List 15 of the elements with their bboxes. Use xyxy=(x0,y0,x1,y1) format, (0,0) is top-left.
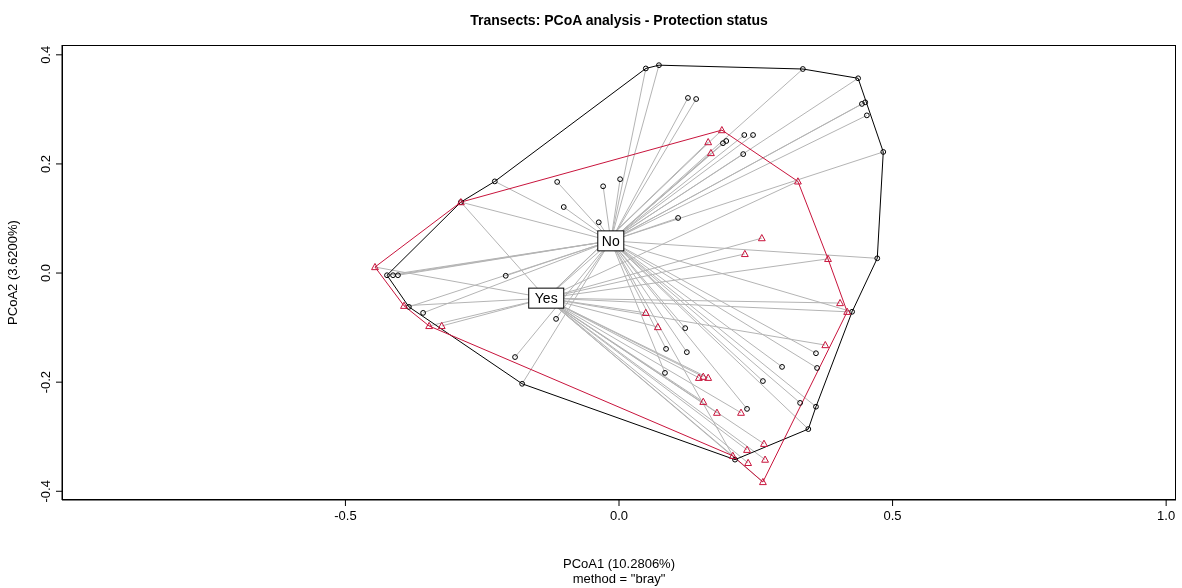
x-tick-label: 0.5 xyxy=(883,508,902,523)
y-tick-label: -0.2 xyxy=(38,370,53,394)
text: method = "bray" xyxy=(571,571,667,586)
x-tick-label: 0.0 xyxy=(609,508,629,523)
annotation: Yes xyxy=(534,290,558,307)
x-axis-title: PCoA1 (10.2806%) xyxy=(562,556,676,571)
chart-title: Transects: PCoA analysis - Protection status xyxy=(469,12,769,28)
y-tick-label: 0.0 xyxy=(38,264,53,283)
annotation: No xyxy=(601,232,620,249)
y-tick-label: 0.2 xyxy=(38,154,53,173)
x-tick-label: -0.5 xyxy=(334,508,357,523)
y-tick-label: -0.4 xyxy=(38,480,53,503)
y-tick-label: 0.4 xyxy=(38,45,53,64)
y-axis-title: PCoA2 (3.6200%) xyxy=(4,220,20,325)
x-tick-label: 1.0 xyxy=(1157,508,1176,523)
